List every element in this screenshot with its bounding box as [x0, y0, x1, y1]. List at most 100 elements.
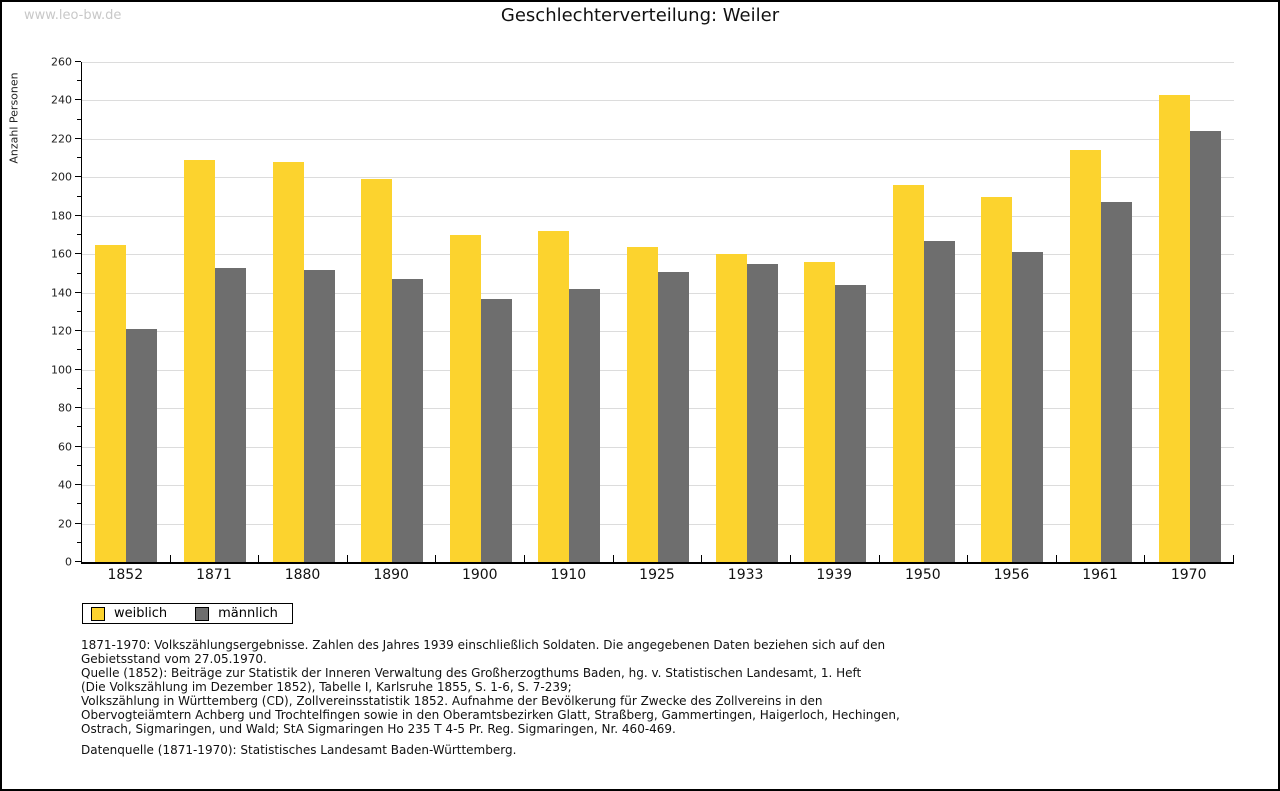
y-tick-label-80: 80 — [58, 401, 72, 415]
bar-group-1852 — [82, 62, 171, 562]
y-tick-label-240: 240 — [51, 93, 72, 107]
y-major-tick-180 — [75, 214, 81, 216]
bar-group-1950 — [880, 62, 969, 562]
x-tick-label-1956: 1956 — [993, 567, 1030, 583]
x-tick-label-1925: 1925 — [639, 567, 675, 583]
y-tick-label-200: 200 — [51, 170, 72, 184]
source-note-line: Gebietsstand vom 27.05.1970. — [81, 652, 267, 666]
x-tick-label-1970: 1970 — [1170, 567, 1207, 583]
x-axis-end-tick — [1233, 555, 1234, 562]
bar-group-1933 — [702, 62, 791, 562]
y-minor-tick-90 — [77, 387, 81, 389]
y-major-tick-60 — [75, 445, 81, 447]
bar-group-1910 — [525, 62, 614, 562]
y-major-tick-140 — [75, 291, 81, 293]
bar-männlich-1910 — [569, 288, 601, 562]
maennlich-swatch-icon — [195, 606, 210, 621]
gridline-240 — [82, 100, 1234, 102]
weiblich-swatch-icon — [91, 606, 105, 621]
gridline-260 — [82, 62, 1234, 63]
x-boundary-tick — [1144, 555, 1146, 562]
y-tick-label-220: 220 — [51, 132, 72, 146]
y-tick-label-40: 40 — [58, 478, 72, 492]
y-minor-tick-130 — [77, 311, 81, 312]
gridline-200 — [82, 177, 1234, 179]
y-major-tick-240 — [75, 99, 81, 101]
x-boundary-tick — [435, 555, 437, 562]
x-tick-label-1890: 1890 — [373, 567, 409, 583]
bar-männlich-1871 — [214, 267, 246, 562]
source-note-line: Obervogteiämtern Achberg und Trochtelfin… — [81, 708, 900, 722]
x-tick-label-1871: 1871 — [196, 567, 232, 583]
x-tick-label-1939: 1939 — [816, 567, 853, 583]
y-major-tick-20 — [75, 522, 81, 524]
y-major-tick-80 — [75, 407, 81, 409]
y-tick-label-260: 260 — [51, 55, 72, 69]
y-major-tick-100 — [75, 368, 81, 370]
source-note-line: Quelle (1852): Beiträge zur Statistik de… — [81, 666, 862, 680]
bar-männlich-1925 — [657, 271, 689, 562]
gridline-160 — [82, 254, 1234, 256]
y-major-tick-200 — [75, 176, 81, 178]
bar-männlich-1970 — [1189, 131, 1221, 562]
bar-weiblich-1871 — [183, 160, 215, 562]
bar-group-1890 — [348, 62, 437, 562]
legend: weiblich männlich — [82, 603, 293, 624]
y-major-tick-260 — [75, 61, 81, 62]
x-tick-label-1961: 1961 — [1082, 567, 1118, 583]
bar-group-1939 — [791, 62, 880, 562]
bar-group-1925 — [614, 62, 703, 562]
datasource-line: Datenquelle (1871-1970): Statistisches L… — [81, 743, 517, 757]
x-boundary-tick — [701, 555, 703, 562]
x-boundary-tick — [258, 555, 260, 562]
y-minor-tick-190 — [77, 195, 81, 197]
bar-männlich-1880 — [303, 269, 335, 562]
bar-weiblich-1956 — [981, 196, 1013, 562]
x-boundary-tick — [346, 555, 348, 562]
bar-weiblich-1950 — [892, 185, 924, 562]
bar-weiblich-1852 — [95, 244, 127, 562]
y-tick-label-180: 180 — [51, 209, 72, 223]
source-notes: 1871-1970: Volkszählungsergebnisse. Zahl… — [81, 638, 900, 757]
source-note-line: Volkszählung in Württemberg (CD), Zollve… — [81, 694, 823, 708]
source-note-line: 1871-1970: Volkszählungsergebnisse. Zahl… — [81, 638, 886, 652]
bar-weiblich-1900 — [449, 235, 481, 562]
bar-group-1961 — [1057, 62, 1146, 562]
leo-bw-watermark: www.leo-bw.de — [24, 8, 122, 23]
x-tick-label-1880: 1880 — [284, 567, 321, 583]
bar-weiblich-1970 — [1158, 94, 1190, 562]
source-note-line: Ostrach, Sigmaringen, und Wald; StA Sigm… — [81, 722, 676, 736]
y-major-tick-220 — [75, 137, 81, 139]
y-tick-label-100: 100 — [51, 363, 72, 377]
bar-männlich-1900 — [480, 298, 512, 562]
bar-weiblich-1939 — [804, 262, 836, 562]
y-major-tick-0 — [75, 561, 81, 562]
bar-weiblich-1961 — [1070, 150, 1102, 562]
bar-weiblich-1925 — [626, 246, 658, 562]
legend-label-maennlich: männlich — [218, 606, 278, 621]
y-minor-tick-10 — [77, 541, 81, 543]
y-tick-label-160: 160 — [51, 247, 72, 261]
y-minor-tick-50 — [77, 464, 81, 466]
legend-item-weiblich: weiblich — [91, 606, 167, 621]
legend-item-maennlich: männlich — [195, 606, 278, 621]
x-boundary-tick — [967, 555, 969, 562]
y-axis: 0 20 40 60 80 100 120 140 160 180 200 220 240 260 — [2, 56, 81, 569]
x-boundary-tick — [524, 555, 526, 562]
y-major-tick-40 — [75, 484, 81, 486]
y-minor-tick-250 — [77, 80, 81, 82]
x-boundary-tick — [878, 555, 880, 562]
y-tick-label-20: 20 — [58, 517, 72, 531]
y-major-tick-160 — [75, 253, 81, 255]
x-boundary-tick — [789, 555, 791, 562]
y-major-tick-120 — [75, 330, 81, 332]
bar-group-1956 — [968, 62, 1057, 562]
plot-area — [81, 62, 1234, 564]
source-note-line: (Die Volkszählung im Dezember 1852), Tab… — [81, 680, 572, 694]
bar-weiblich-1890 — [361, 179, 393, 562]
gridline-220 — [82, 138, 1234, 140]
y-minor-tick-230 — [77, 118, 81, 120]
bar-männlich-1961 — [1101, 202, 1133, 562]
x-tick-label-1933: 1933 — [727, 567, 764, 583]
bar-group-1900 — [436, 62, 525, 562]
